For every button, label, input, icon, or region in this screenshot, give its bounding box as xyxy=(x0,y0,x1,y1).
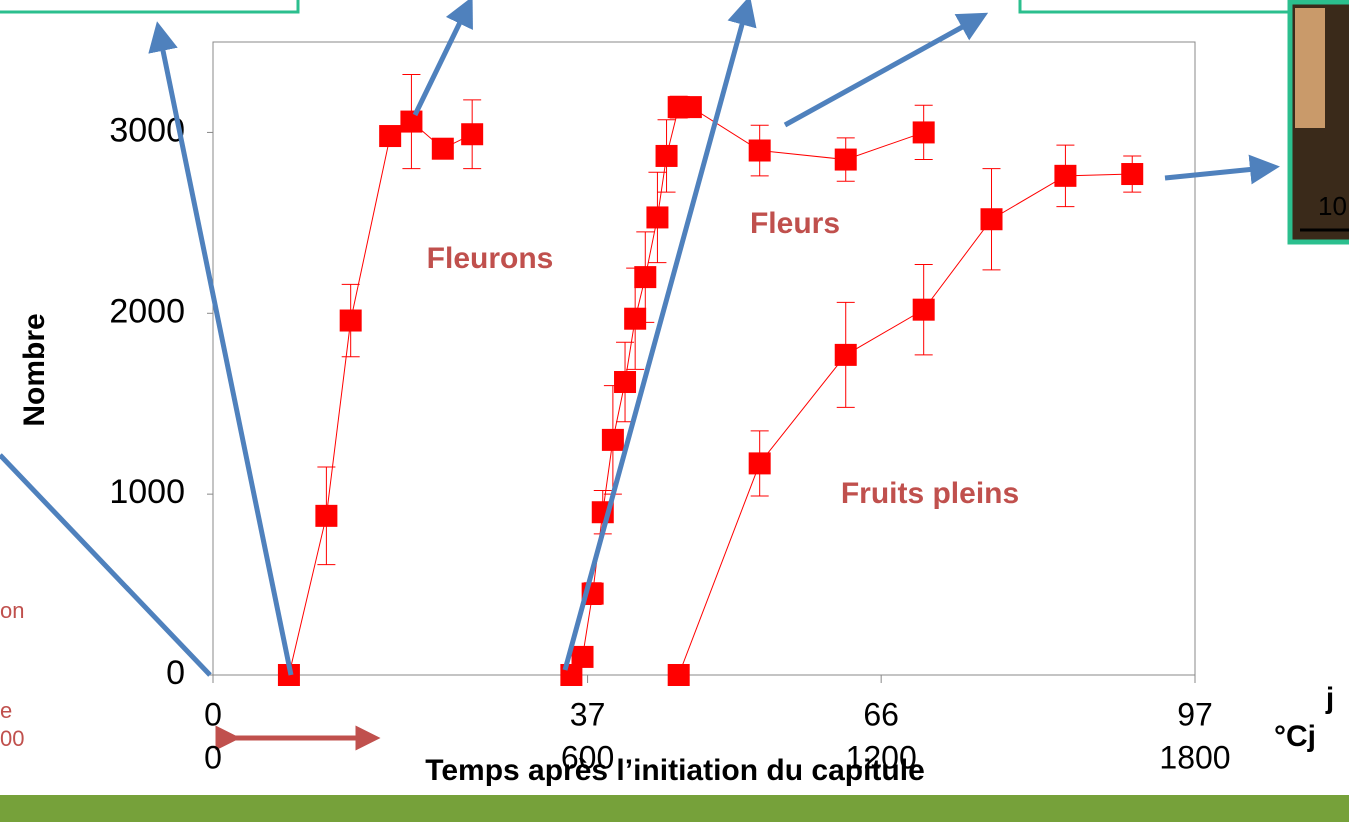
marker xyxy=(571,645,594,668)
marker xyxy=(834,343,857,366)
x2-tick-label: 1200 xyxy=(846,739,917,775)
marker xyxy=(1054,164,1077,187)
footer-bar xyxy=(0,795,1349,822)
x-tick-label: 66 xyxy=(863,696,899,732)
series-label: Fruits pleins xyxy=(841,477,1019,510)
arrow xyxy=(148,21,294,676)
marker xyxy=(379,125,402,148)
marker xyxy=(655,144,678,167)
marker xyxy=(748,452,771,475)
marker xyxy=(679,96,702,119)
marker xyxy=(667,664,690,686)
x-unit: j xyxy=(1325,682,1334,715)
marker xyxy=(1121,163,1144,186)
fragment: e xyxy=(0,698,12,723)
top-box xyxy=(0,0,300,14)
marker xyxy=(624,307,647,330)
series-label: Fleurs xyxy=(750,207,840,240)
arrow xyxy=(1164,154,1280,185)
y-tick-label: 3000 xyxy=(109,111,185,149)
marker xyxy=(634,266,657,289)
photo-detail xyxy=(1295,8,1325,128)
marker xyxy=(400,110,423,133)
marker xyxy=(601,428,624,451)
series-line xyxy=(678,173,1133,676)
fragment: 00 xyxy=(0,726,24,751)
marker xyxy=(614,371,637,394)
x-axis-label: Temps après l’initiation du capitule xyxy=(425,754,925,787)
y-axis-label: Nombre xyxy=(18,313,51,426)
x2-tick-label: 1800 xyxy=(1159,739,1230,775)
fragment: on xyxy=(0,598,24,623)
x-tick-label: 37 xyxy=(570,696,606,732)
series-label: Fleurons xyxy=(427,242,554,275)
y-tick-label: 2000 xyxy=(109,292,185,330)
marker xyxy=(315,504,338,527)
marker xyxy=(912,298,935,321)
marker xyxy=(980,208,1003,231)
arrow xyxy=(562,0,757,671)
photo-label: 10 xyxy=(1318,191,1347,221)
marker xyxy=(748,139,771,162)
arrow xyxy=(783,12,989,128)
marker xyxy=(834,148,857,171)
y-tick-label: 0 xyxy=(166,654,185,692)
top-box xyxy=(1018,0,1292,14)
arrow xyxy=(412,0,473,117)
series-line xyxy=(288,120,473,676)
x-tick-label: 0 xyxy=(204,696,222,732)
x-tick-label: 97 xyxy=(1177,696,1213,732)
plot-frame xyxy=(212,41,1196,676)
marker xyxy=(461,123,484,146)
marker xyxy=(431,137,454,160)
x2-tick-label: 600 xyxy=(561,739,614,775)
marker xyxy=(912,121,935,144)
x2-tick-label: 0 xyxy=(204,739,222,775)
marker xyxy=(646,206,669,229)
arrow xyxy=(0,453,212,677)
x2-unit: °Cj xyxy=(1274,720,1316,753)
marker xyxy=(339,309,362,332)
y-tick-label: 1000 xyxy=(109,473,185,511)
